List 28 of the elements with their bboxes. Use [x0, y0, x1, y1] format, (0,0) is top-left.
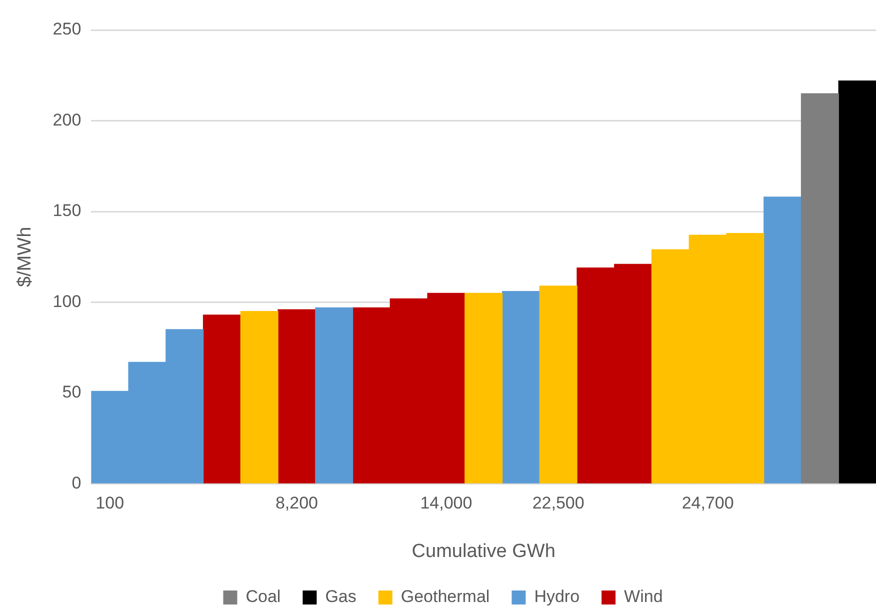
legend-label: Geothermal	[400, 587, 490, 606]
y-tick-label: 0	[72, 473, 82, 492]
y-tick-label: 50	[62, 382, 82, 402]
x-tick-label: 24,700	[682, 494, 734, 513]
legend-label: Gas	[325, 587, 356, 606]
bar	[502, 291, 540, 484]
x-tick-label: 100	[96, 494, 124, 513]
y-axis-title: $/MWh	[14, 226, 36, 287]
bar	[464, 292, 503, 484]
bar	[202, 314, 241, 484]
x-tick-label: 14,000	[420, 494, 472, 513]
bar	[240, 311, 278, 484]
x-axis-title: Cumulative GWh	[412, 540, 556, 562]
x-tick-label: 22,500	[532, 494, 584, 513]
y-tick-label: 150	[52, 201, 82, 220]
y-tick-label: 200	[52, 110, 82, 130]
bar	[278, 309, 316, 484]
y-tick-label: 250	[52, 20, 82, 39]
bar	[838, 80, 876, 484]
x-tick-label: 8,200	[275, 494, 318, 513]
bar	[800, 93, 839, 484]
bar	[539, 286, 578, 484]
legend-label: Hydro	[534, 587, 580, 606]
y-tick-label: 100	[52, 292, 82, 311]
bar	[315, 307, 354, 484]
bar	[764, 196, 802, 484]
legend-label: Wind	[624, 587, 663, 606]
legend-label: Coal	[246, 587, 281, 606]
